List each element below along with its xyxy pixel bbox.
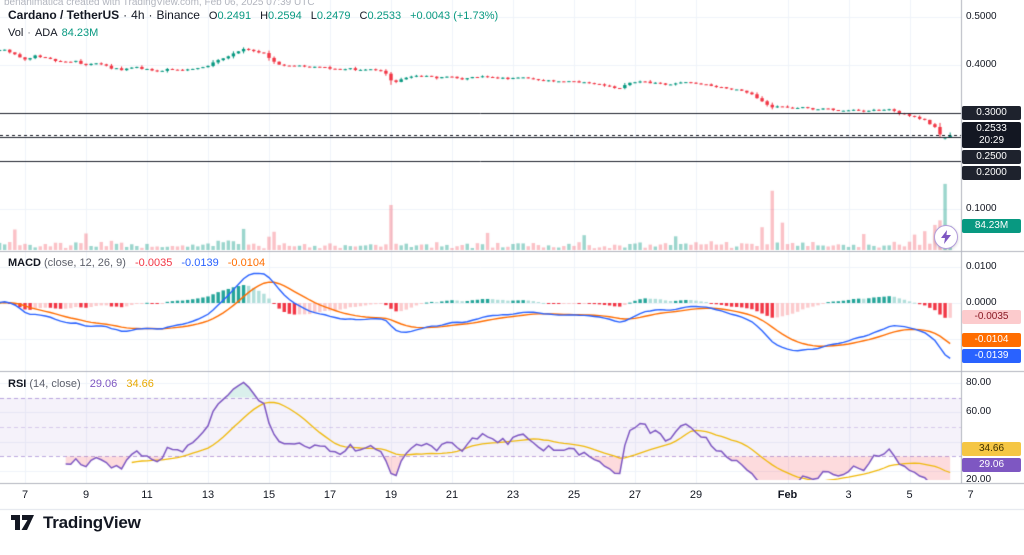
rsi-ma-badge: 34.66: [962, 441, 1021, 456]
open-label: O: [208, 10, 218, 22]
time-axis-label: 25: [567, 489, 581, 501]
time-axis-label: 13: [201, 489, 215, 501]
time-axis-label: 9: [82, 489, 90, 501]
tradingview-logo-text: TradingView: [43, 513, 141, 532]
time-axis-label: 17: [323, 489, 337, 501]
rsi-badge: 29.06: [962, 457, 1021, 472]
low-label: L: [310, 10, 317, 22]
price-level-badge: 0.3000: [962, 105, 1021, 120]
boost-button[interactable]: [934, 225, 958, 249]
high-value: 0.2594: [268, 10, 302, 22]
open-value: 0.2491: [217, 10, 252, 22]
time-axis-label: 15: [262, 489, 276, 501]
macd-axis-label: 0.0100: [966, 261, 997, 272]
rsi-title[interactable]: RSI: [8, 378, 27, 390]
exchange-label: Binance: [156, 8, 200, 22]
symbol-legend: Cardano / TetherUS · 4h · Binance O 0.249…: [8, 8, 498, 43]
time-axis-label: 5: [906, 489, 913, 501]
countdown-timer: 20:29: [978, 134, 1005, 146]
time-axis-label: Feb: [777, 489, 798, 501]
time-axis-label: 7: [21, 489, 29, 501]
price-axis-label: 0.5000: [966, 11, 997, 22]
volume-badge: 84.23M: [962, 218, 1021, 233]
macd-signal-badge: -0.0104: [962, 332, 1021, 347]
rsi-params: (14, close): [29, 378, 81, 390]
macd-hist-value: -0.0035: [135, 257, 173, 269]
rsi-axis-label: 80.00: [966, 377, 992, 389]
close-value: 0.2533: [367, 10, 402, 22]
low-value: 0.2479: [316, 10, 351, 22]
rsi-legend[interactable]: RSI (14, close) 29.06 34.66: [8, 377, 154, 392]
high-label: H: [260, 10, 269, 22]
macd-signal-value: -0.0104: [227, 257, 266, 269]
interval-separator: ·: [123, 8, 128, 22]
watermark: benanimatica created with TradingView.co…: [4, 0, 315, 8]
symbol-row[interactable]: Cardano / TetherUS · 4h · Binance O 0.249…: [8, 8, 498, 24]
macd-legend[interactable]: MACD (close, 12, 26, 9) -0.0035 -0.0139 -…: [8, 256, 265, 271]
rsi-ma-value: 34.66: [126, 378, 154, 390]
price-axis-label: 0.4000: [966, 59, 997, 70]
time-axis-label: 7: [967, 489, 974, 501]
price-axis-label: 0.1000: [966, 203, 997, 214]
current-price-value: 0.2533: [976, 122, 1007, 134]
tradingview-logo[interactable]: TradingView: [10, 512, 141, 534]
macd-params: (close, 12, 26, 9): [44, 257, 126, 269]
macd-line-value: -0.0139: [181, 257, 219, 269]
macd-axis-label: 0.0000: [966, 297, 997, 308]
current-price-badge: 0.2533 20:29: [962, 121, 1021, 148]
price-level-badge: 0.2500: [962, 149, 1021, 164]
tradingview-logo-icon: [11, 515, 34, 530]
macd-title[interactable]: MACD: [8, 257, 41, 269]
volume-symbol: ADA: [34, 27, 58, 39]
time-axis-label: 3: [845, 489, 852, 501]
time-axis-label: 19: [384, 489, 398, 501]
exchange-separator: ·: [148, 8, 153, 22]
rsi-axis-label: 20.00: [966, 473, 992, 485]
price-level-badge: 0.2000: [962, 165, 1021, 180]
time-axis-label: 21: [445, 489, 459, 501]
time-axis-label: 23: [506, 489, 520, 501]
change-value: +0.0043 (+1.73%): [410, 10, 499, 22]
rsi-value: 29.06: [89, 378, 118, 390]
time-axis-label: 29: [689, 489, 703, 501]
volume-row[interactable]: Vol · ADA 84.23M: [8, 26, 498, 41]
volume-value: 84.23M: [61, 27, 99, 39]
lightning-icon: [941, 230, 951, 244]
time-axis-label: 11: [141, 489, 153, 501]
symbol-title[interactable]: Cardano / TetherUS: [8, 8, 120, 22]
interval-label[interactable]: 4h: [131, 8, 145, 22]
volume-label[interactable]: Vol: [8, 27, 24, 39]
time-axis-label: 27: [628, 489, 642, 501]
macd-hist-badge: -0.0035: [962, 310, 1021, 324]
close-label: C: [359, 10, 368, 22]
macd-macd-badge: -0.0139: [962, 348, 1021, 363]
rsi-axis-label: 60.00: [966, 406, 992, 418]
volume-separator: ·: [27, 27, 31, 39]
